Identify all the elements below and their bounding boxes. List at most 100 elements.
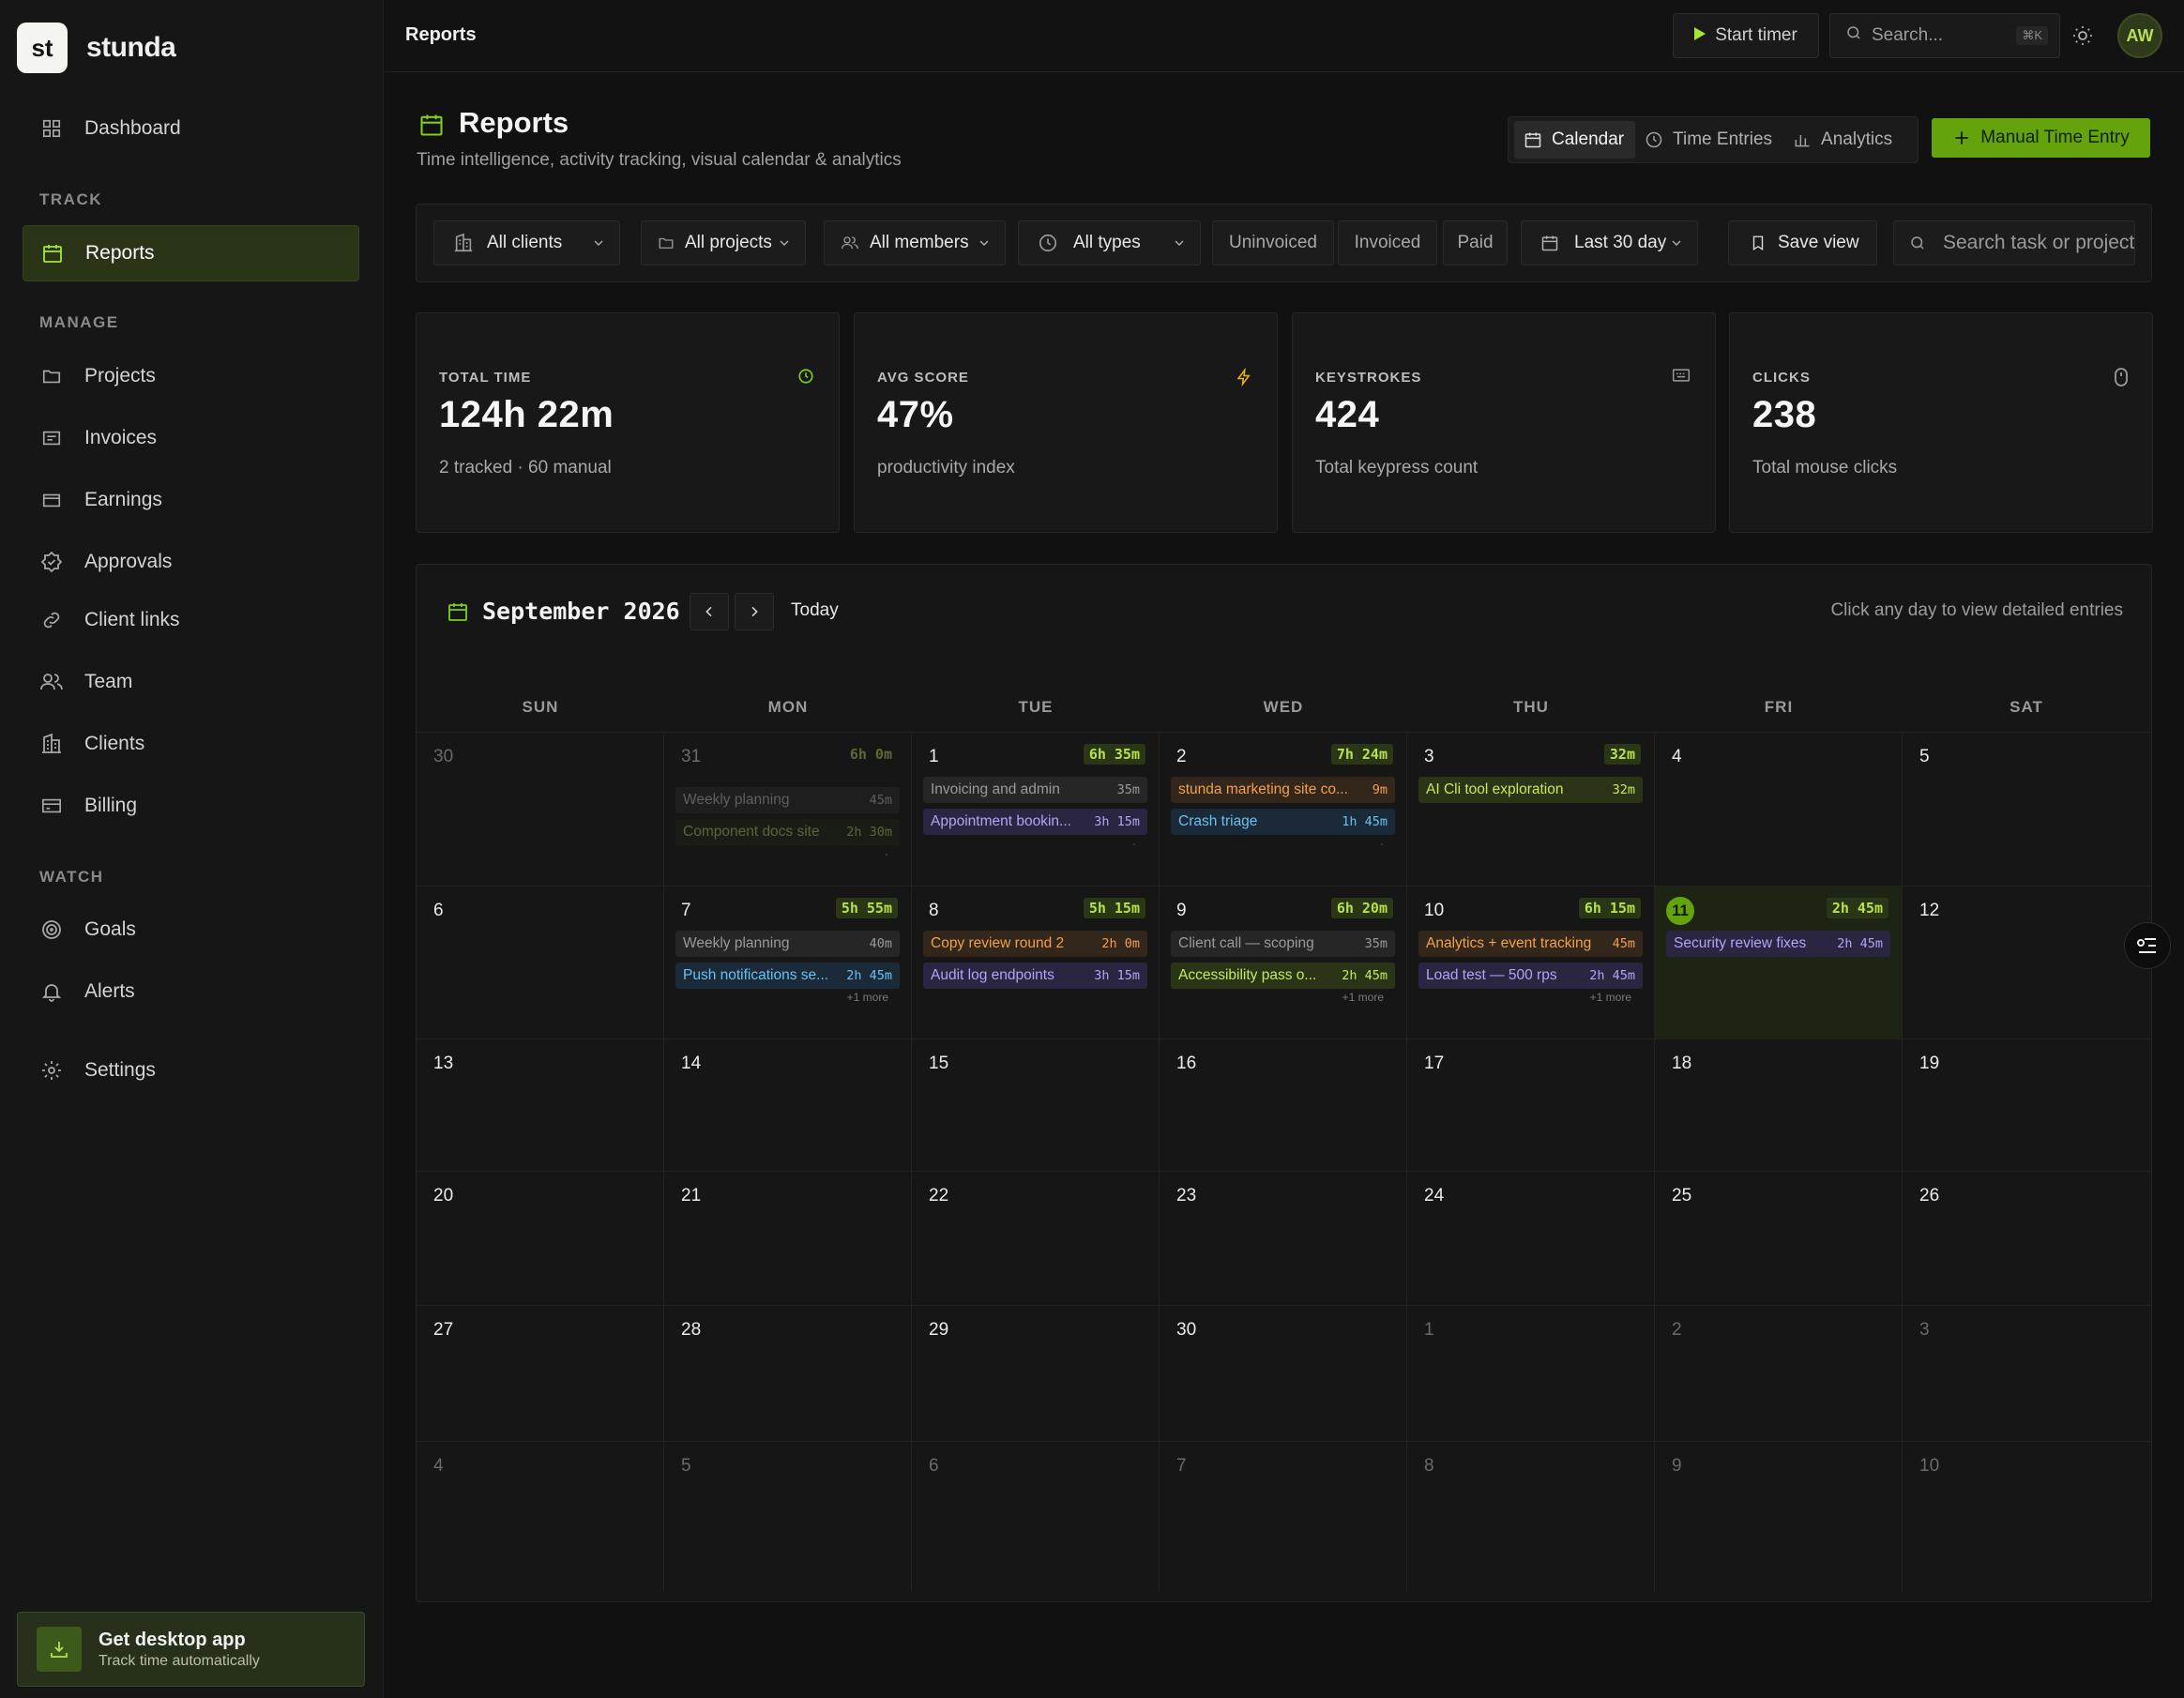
more-entries-link[interactable]: +1 more (846, 991, 888, 1004)
calendar-day-cell[interactable]: 2 7h 24m stunda marketing site co... 9m Cras… (1160, 732, 1407, 886)
projects-filter[interactable]: All projects (641, 220, 806, 265)
calendar-day-cell[interactable]: 15 (912, 1039, 1160, 1171)
calendar-day-cell[interactable]: 17 (1407, 1039, 1655, 1171)
calendar-day-cell[interactable]: 6 (912, 1441, 1160, 1591)
sidebar-item-client-links[interactable]: Client links (23, 592, 359, 648)
calendar-day-cell[interactable]: 16 (1160, 1039, 1407, 1171)
calendar-day-cell[interactable]: 25 (1655, 1171, 1903, 1305)
calendar-day-cell[interactable]: 22 (912, 1171, 1160, 1305)
sidebar-item-projects[interactable]: Projects (23, 348, 359, 404)
time-entry-chip[interactable]: Invoicing and admin 35m (923, 777, 1147, 803)
paid-toggle[interactable]: Paid (1443, 220, 1508, 265)
sidebar-item-reports[interactable]: Reports (23, 225, 359, 281)
sidebar-item-dashboard[interactable]: Dashboard (23, 100, 359, 157)
calendar-day-cell[interactable]: 7 5h 55m Weekly planning 40m Push notificati… (664, 886, 912, 1039)
calendar-day-cell[interactable]: 5 (1903, 732, 2151, 886)
calendar-day-cell[interactable]: 1 (1407, 1305, 1655, 1441)
sidebar-item-team[interactable]: Team (23, 654, 359, 710)
sidebar-item-approvals[interactable]: Approvals (23, 534, 359, 590)
manual-time-entry-button[interactable]: Manual Time Entry (1932, 118, 2150, 158)
calendar-day-cell[interactable]: 2 (1655, 1305, 1903, 1441)
sidebar-item-invoices[interactable]: Invoices (23, 410, 359, 466)
more-entries-link[interactable]: +1 more (1589, 991, 1631, 1004)
date-range-filter[interactable]: Last 30 day (1521, 220, 1698, 265)
sidebar-item-goals[interactable]: Goals (23, 902, 359, 958)
calendar-day-cell[interactable]: 20 (417, 1171, 664, 1305)
calendar-day-cell[interactable]: 7 (1160, 1441, 1407, 1591)
calendar-day-cell[interactable]: 28 (664, 1305, 912, 1441)
time-entry-chip[interactable]: Push notifications se... 2h 45m (675, 963, 900, 989)
clients-filter[interactable]: All clients (433, 220, 620, 265)
calendar-day-cell[interactable]: 8 (1407, 1441, 1655, 1591)
time-entry-chip[interactable]: Copy review round 2 2h 0m (923, 931, 1147, 957)
types-filter[interactable]: All types (1018, 220, 1201, 265)
calendar-day-cell[interactable]: 21 (664, 1171, 912, 1305)
tab-time-entries[interactable]: Time Entries (1635, 121, 1783, 159)
members-filter[interactable]: All members (824, 220, 1006, 265)
sun-icon[interactable] (2071, 24, 2094, 52)
calendar-day-cell[interactable]: 9 6h 20m Client call — scoping 35m Accessibi… (1160, 886, 1407, 1039)
time-entry-chip[interactable]: Audit log endpoints 3h 15m (923, 963, 1147, 989)
calendar-day-cell[interactable]: 30 (1160, 1305, 1407, 1441)
calendar-day-cell[interactable]: 4 (417, 1441, 664, 1591)
sidebar-item-clients[interactable]: Clients (23, 716, 359, 772)
time-entry-chip[interactable]: Client call — scoping 35m (1171, 931, 1395, 957)
time-entry-chip[interactable]: Accessibility pass o... 2h 45m (1171, 963, 1395, 989)
uninvoiced-toggle[interactable]: Uninvoiced (1212, 220, 1334, 265)
calendar-day-cell[interactable]: 27 (417, 1305, 664, 1441)
prev-month-button[interactable] (690, 593, 729, 630)
global-search[interactable]: Search... ⌘K (1829, 13, 2060, 58)
calendar-day-cell[interactable]: 29 (912, 1305, 1160, 1441)
save-view-button[interactable]: Save view (1728, 220, 1877, 265)
sidebar-item-settings[interactable]: Settings (23, 1042, 359, 1099)
time-entry-chip[interactable]: AI Cli tool exploration 32m (1418, 777, 1643, 803)
calendar-day-cell[interactable]: 13 (417, 1039, 664, 1171)
task-search-input[interactable]: Search task or project (1893, 220, 2135, 265)
time-entry-chip[interactable]: Weekly planning 40m (675, 931, 900, 957)
time-entry-chip[interactable]: stunda marketing site co... 9m (1171, 777, 1395, 803)
time-entry-chip[interactable]: Security review fixes 2h 45m (1666, 931, 1890, 957)
more-entries-link[interactable]: · (1380, 837, 1384, 850)
calendar-day-cell[interactable]: 8 5h 15m Copy review round 2 2h 0m Audit log… (912, 886, 1160, 1039)
time-entry-chip[interactable]: Component docs site 2h 30m (675, 819, 900, 845)
sidebar-item-alerts[interactable]: Alerts (23, 963, 359, 1020)
calendar-day-cell[interactable]: 3 32m AI Cli tool exploration 32m (1407, 732, 1655, 886)
calendar-day-cell[interactable]: 19 (1903, 1039, 2151, 1171)
calendar-day-cell[interactable]: 3 (1903, 1305, 2151, 1441)
more-entries-link[interactable]: +1 more (1342, 991, 1384, 1004)
time-entry-chip[interactable]: Load test — 500 rps 2h 45m (1418, 963, 1643, 989)
time-entry-chip[interactable]: Weekly planning 45m (675, 787, 900, 813)
avatar[interactable]: AW (2117, 13, 2162, 58)
tab-analytics[interactable]: Analytics (1783, 121, 1903, 159)
sidebar-item-earnings[interactable]: Earnings (23, 472, 359, 528)
calendar-day-cell[interactable]: 24 (1407, 1171, 1655, 1305)
calendar-day-cell[interactable]: 9 (1655, 1441, 1903, 1591)
calendar-day-cell[interactable]: 10 (1903, 1441, 2151, 1591)
tab-calendar[interactable]: Calendar (1514, 121, 1636, 159)
calendar-day-cell[interactable]: 12 (1903, 886, 2151, 1039)
invoiced-toggle[interactable]: Invoiced (1338, 220, 1437, 265)
calendar-day-cell[interactable]: 1 6h 35m Invoicing and admin 35m Appointment… (912, 732, 1160, 886)
calendar-day-cell[interactable]: 4 (1655, 732, 1903, 886)
desktop-app-promo[interactable]: Get desktop app Track time automatically (17, 1612, 365, 1687)
calendar-day-cell[interactable]: 31 6h 0m Weekly planning 45m Component docs … (664, 732, 912, 886)
calendar-day-cell[interactable]: 26 (1903, 1171, 2151, 1305)
filter-list-button[interactable] (2124, 922, 2171, 969)
time-entry-chip[interactable]: Crash triage 1h 45m (1171, 809, 1395, 835)
calendar-day-cell[interactable]: 5 (664, 1441, 912, 1591)
more-entries-link[interactable]: · (885, 847, 888, 860)
time-entry-chip[interactable]: Appointment bookin... 3h 15m (923, 809, 1147, 835)
calendar-day-cell[interactable]: 30 (417, 732, 664, 886)
today-button[interactable]: Today (791, 600, 839, 620)
time-entry-chip[interactable]: Analytics + event tracking 45m (1418, 931, 1643, 957)
sidebar-item-billing[interactable]: Billing (23, 778, 359, 834)
calendar-day-cell[interactable]: 11 2h 45m Security review fixes 2h 45m (1655, 886, 1903, 1039)
app-logo[interactable]: st stunda (17, 23, 176, 73)
calendar-day-cell[interactable]: 18 (1655, 1039, 1903, 1171)
calendar-day-cell[interactable]: 14 (664, 1039, 912, 1171)
calendar-day-cell[interactable]: 23 (1160, 1171, 1407, 1305)
more-entries-link[interactable]: · (1132, 837, 1136, 850)
calendar-day-cell[interactable]: 10 6h 15m Analytics + event tracking 45m Loa… (1407, 886, 1655, 1039)
start-timer-button[interactable]: Start timer (1673, 13, 1819, 58)
next-month-button[interactable] (735, 593, 774, 630)
